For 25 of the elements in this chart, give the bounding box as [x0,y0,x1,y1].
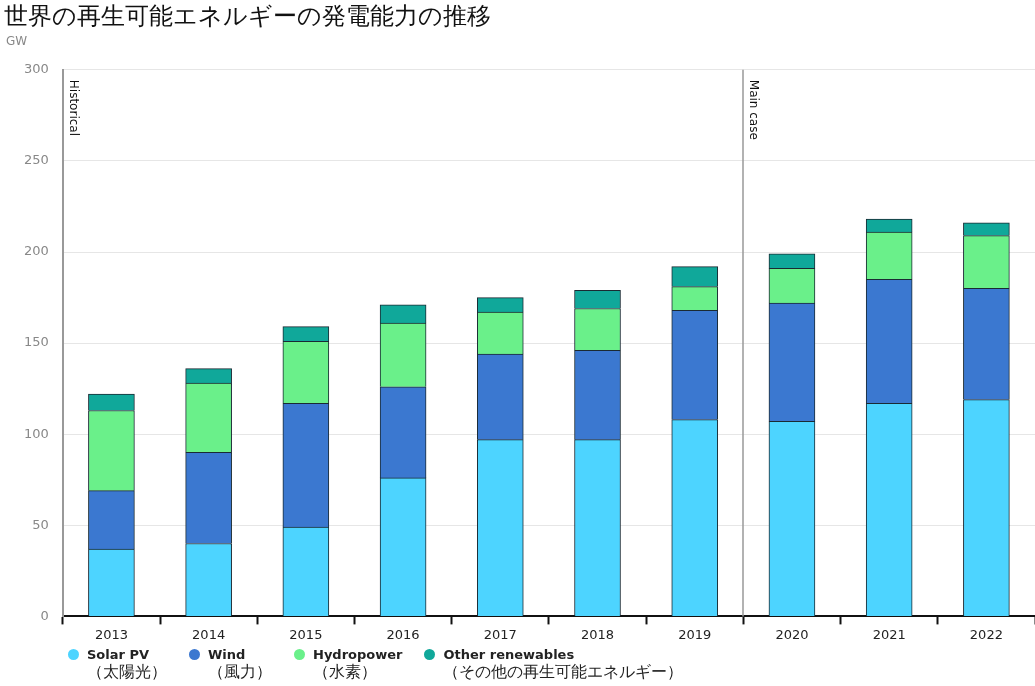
legend-label: Wind （風力） [208,647,272,681]
legend-label: Hydropower （水素） [313,647,403,681]
x-tick-label: 2019 [678,626,712,642]
y-tick-label: 250 [23,152,49,168]
x-tick-label: 2014 [192,626,226,642]
x-tick-label: 2022 [969,626,1003,642]
chart-title: 世界の再生可能エネルギーの発電能力の推移 [4,1,491,32]
legend-label: Other renewables （その他の再生可能エネルギー） [443,647,684,681]
x-tick-label: 2015 [289,626,323,642]
y-tick-label: 0 [40,607,49,623]
annotation: Historical [66,79,81,137]
y-tick-label: 200 [23,243,49,259]
x-tick-label: 2021 [872,626,906,642]
y-tick-label: 50 [32,516,49,532]
x-tick-label: 2017 [483,626,517,642]
x-tick-label: 2020 [775,626,809,642]
x-tick-label: 2013 [94,626,128,642]
legend-label: Solar PV （太陽光） [87,647,167,681]
x-tick-label: 2018 [580,626,615,642]
y-axis-title: GW [6,34,28,48]
x-tick-label: 2016 [386,626,420,642]
y-tick-label: 150 [23,334,49,350]
y-tick-label: 100 [23,425,49,441]
y-tick-label: 300 [23,61,49,77]
ref-line-label: Main case [746,79,761,140]
